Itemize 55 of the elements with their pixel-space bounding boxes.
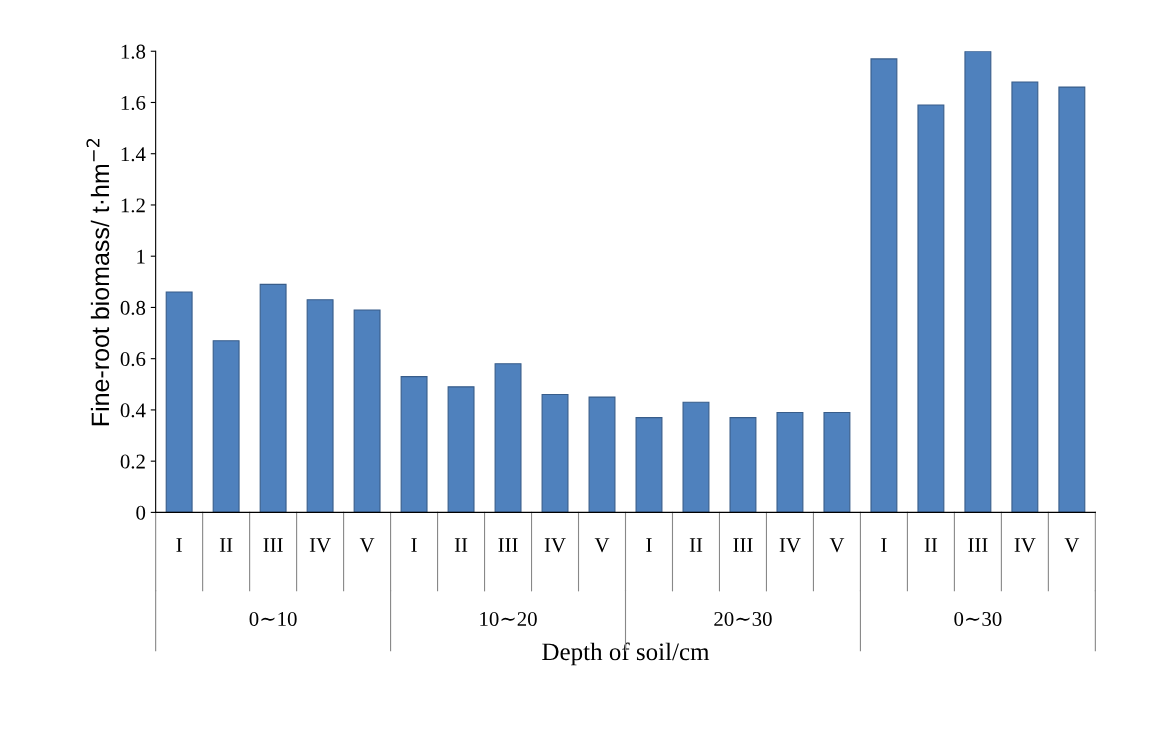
bar [776, 411, 804, 513]
x-tick-label: III [733, 538, 753, 552]
x-tick-label: V [594, 538, 610, 553]
x-tick-label: I [646, 538, 652, 552]
bar [635, 417, 663, 513]
bar [212, 340, 240, 513]
bar [823, 411, 851, 513]
y-tick-label: 1.6 [121, 95, 146, 110]
bar [870, 58, 898, 513]
text: 20∼30 [714, 611, 772, 626]
x-tick-label: I [881, 538, 887, 552]
x-tick-label: II [454, 538, 468, 552]
y-tick-label: 0.4 [120, 403, 146, 418]
y-tick-label: 1.8 [121, 44, 146, 59]
bar [494, 363, 522, 513]
bar [541, 393, 569, 513]
bar [353, 309, 381, 513]
y-tick-label: 1.2 [121, 198, 145, 213]
x-tick-label: II [219, 538, 233, 552]
x-tick-label: V [359, 538, 375, 553]
x-tick-label: IV [544, 538, 566, 553]
y-axis-title: Fine-root biomass/ t·hm$^{−2}$ [86, 138, 110, 426]
bar [1058, 86, 1086, 513]
bar [682, 401, 710, 513]
x-tick-label: IV [1014, 538, 1036, 553]
bar [588, 396, 616, 513]
bar [964, 51, 992, 513]
bar [400, 376, 428, 513]
x-tick-label: II [689, 538, 703, 552]
bar [306, 299, 334, 513]
text: 0∼30 [954, 611, 1002, 626]
y-tick-label: 0 [136, 505, 146, 520]
bar [1011, 81, 1039, 513]
x-tick-label: I [176, 538, 182, 552]
x-tick-label: IV [309, 538, 331, 553]
x-tick-label: V [1064, 538, 1080, 553]
bar [729, 417, 757, 513]
y-tick-label: 0.2 [120, 454, 145, 469]
bar [447, 386, 475, 513]
y-tick-label: 1 [137, 249, 145, 264]
x-tick-label: III [498, 538, 518, 552]
bar [259, 283, 287, 513]
y-tick-label: 1.4 [121, 147, 146, 162]
y-tick-label: 0.8 [120, 300, 146, 315]
x-tick-label: IV [779, 538, 801, 553]
y-tick-label: 0.6 [120, 352, 146, 367]
x-tick-label: I [411, 538, 417, 552]
x-tick-label: V [829, 538, 845, 553]
bar [165, 291, 193, 513]
x-tick-label: III [263, 538, 283, 552]
x-tick-label: III [968, 538, 988, 552]
text: 10∼20 [480, 611, 537, 626]
bar [917, 104, 945, 513]
x-tick-label: II [924, 538, 938, 552]
text: 0∼10 [249, 611, 297, 626]
